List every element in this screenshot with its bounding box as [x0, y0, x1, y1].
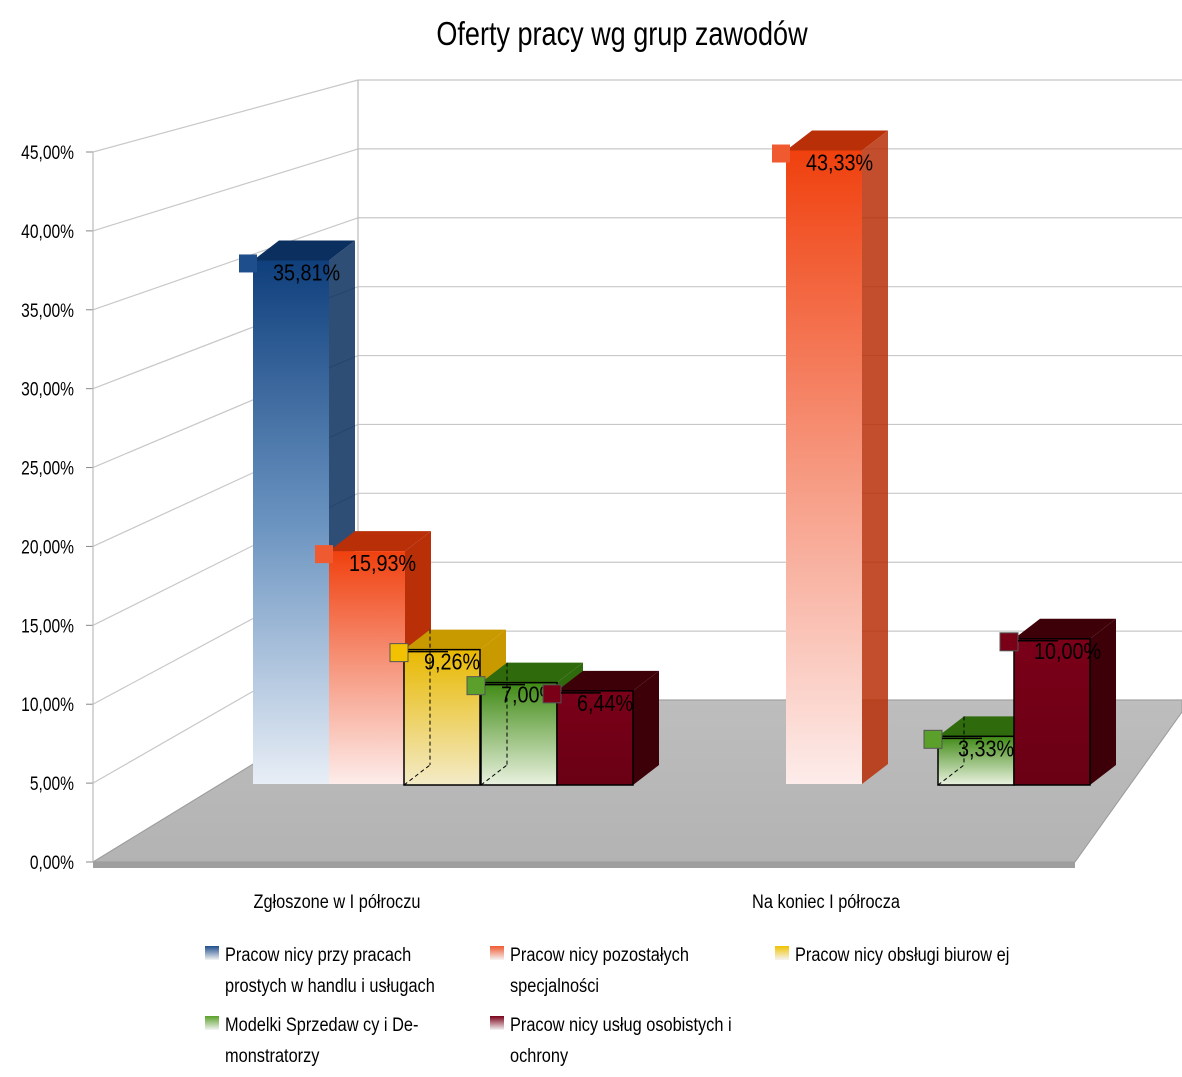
y-tick-label: 35,00%: [21, 299, 74, 321]
chart-title: Oferty pracy wg grup zawodów: [436, 17, 807, 53]
bar-top: [786, 130, 888, 151]
data-label-marker: [923, 729, 943, 749]
y-tick-label: 40,00%: [21, 220, 74, 242]
bar-front: [403, 648, 481, 786]
bar-side: [1090, 618, 1116, 785]
bar-hidden-edge: [480, 764, 508, 786]
legend-swatch: [205, 946, 219, 960]
legend-swatch: [205, 1016, 219, 1030]
bar-top: [557, 670, 659, 691]
data-label: 10,00%: [1034, 638, 1101, 664]
y-tick-label: 30,00%: [21, 378, 74, 400]
data-label: 43,33%: [806, 150, 873, 176]
legend-label: Pracow nicy przy pracach prostych w hand…: [225, 945, 435, 997]
bar: [786, 130, 888, 785]
legend-item: Modelki Sprzedaw cy i De- monstratorzy: [205, 1010, 485, 1072]
data-label-marker: [466, 676, 486, 696]
gridline: [92, 217, 359, 311]
bar-side: [862, 130, 888, 785]
x-tick-label: Zgłoszone w I półroczu: [254, 891, 421, 912]
data-label-marker: [315, 545, 333, 564]
data-label-marker: [389, 643, 409, 663]
bar-front: [556, 690, 634, 786]
bar-front: [329, 551, 405, 784]
data-label: 3,33%: [958, 736, 1014, 762]
bar-side: [633, 670, 659, 785]
y-tick-label: 20,00%: [21, 536, 74, 558]
y-tick-label: 25,00%: [21, 457, 74, 479]
data-label: 15,93%: [349, 551, 416, 577]
bar-hidden-edge: [403, 764, 431, 786]
bar-top: [329, 531, 431, 552]
bar: [1013, 618, 1116, 786]
data-label-marker: [772, 144, 790, 163]
legend-label: Pracow nicy usług osobistych i ochrony: [510, 1015, 732, 1067]
bar: [556, 670, 659, 786]
legend-swatch: [490, 1016, 504, 1030]
legend-item: Pracow nicy przy pracach prostych w hand…: [205, 940, 475, 1002]
y-tick-label: 15,00%: [21, 615, 74, 637]
data-label: 35,81%: [273, 260, 340, 286]
bar-front: [1013, 638, 1091, 786]
x-tick-label: Na koniec I półrocza: [752, 891, 900, 912]
y-tick-label: 5,00%: [30, 773, 74, 795]
data-label-marker: [239, 254, 257, 273]
gridline: [92, 148, 359, 232]
y-tick-label: 10,00%: [21, 694, 74, 716]
bar-hidden-edge: [937, 764, 965, 786]
y-tick-label: 45,00%: [21, 142, 74, 164]
legend-label: Modelki Sprzedaw cy i De- monstratorzy: [225, 1015, 419, 1067]
bar-top: [253, 240, 355, 261]
data-label-marker: [542, 684, 562, 704]
y-tick-label: 0,00%: [30, 852, 74, 874]
bar-front: [786, 150, 862, 785]
legend-item: Pracow nicy obsługi biurow ej: [775, 940, 1115, 971]
data-label: 6,44%: [577, 690, 633, 716]
legend-item: Pracow nicy pozostałych specjalności: [490, 940, 760, 1002]
gridline: [92, 79, 359, 153]
data-label: 9,26%: [424, 649, 480, 675]
data-label-marker: [999, 632, 1019, 652]
legend-label: Pracow nicy obsługi biurow ej: [795, 945, 1010, 966]
legend-label: Pracow nicy pozostałych specjalności: [510, 945, 689, 997]
bar-top: [1014, 618, 1116, 639]
bar-front: [253, 260, 329, 785]
legend-swatch: [490, 946, 504, 960]
floor-edge: [93, 862, 1075, 868]
legend-item: Pracow nicy usług osobistych i ochrony: [490, 1010, 790, 1072]
legend-swatch: [775, 946, 789, 960]
